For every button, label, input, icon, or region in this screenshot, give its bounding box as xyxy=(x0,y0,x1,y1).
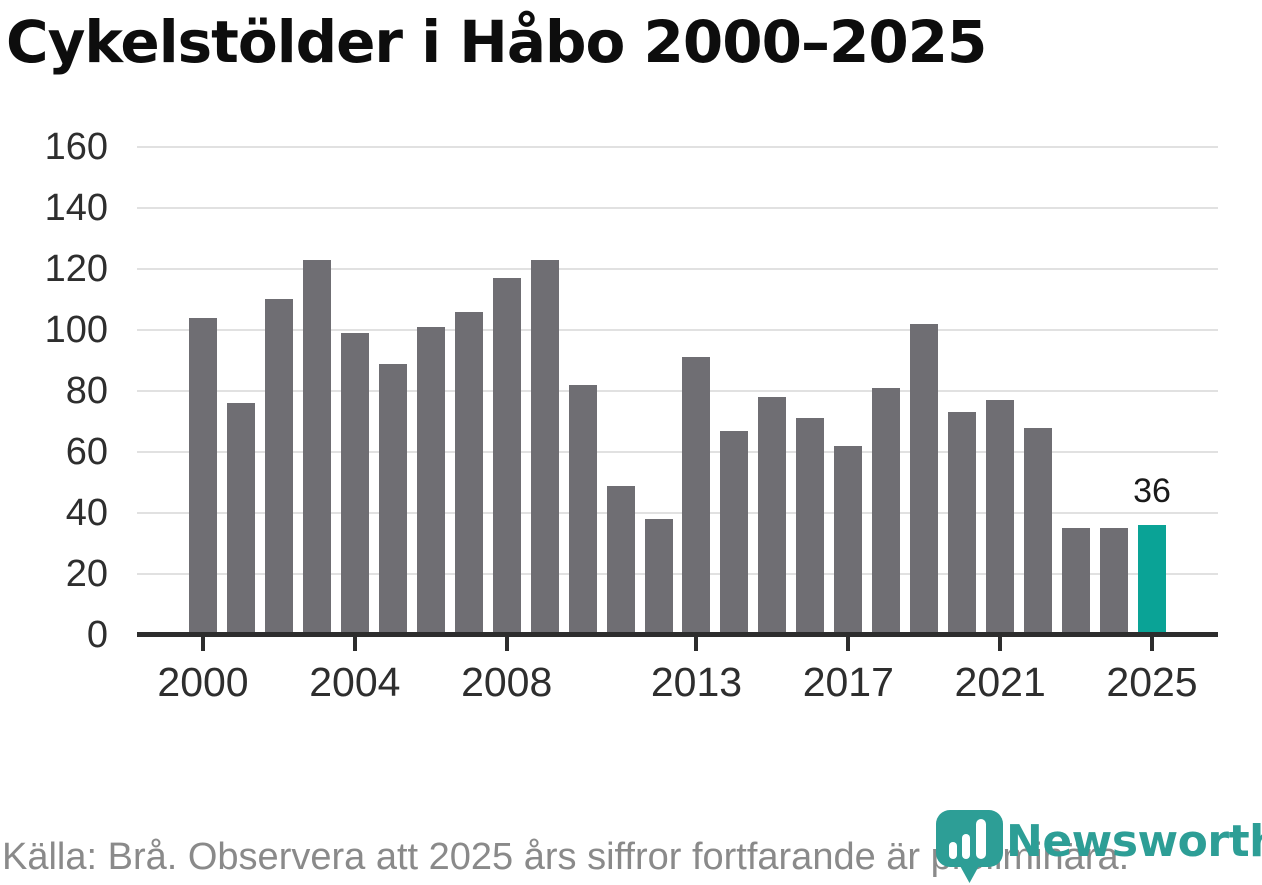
bar-2004 xyxy=(340,333,369,635)
x-tick xyxy=(694,637,699,651)
gridline xyxy=(137,268,1218,270)
bar-value-label: 36 xyxy=(1133,472,1171,510)
bar-2000 xyxy=(189,318,217,635)
x-tick xyxy=(1150,637,1154,651)
x-tick-label: 2021 xyxy=(954,659,1046,705)
gridline xyxy=(137,451,1218,453)
bar-chart: 36 2000 2004 2008 2013 2017 2021 2025 xyxy=(137,146,1218,705)
bar-2023 xyxy=(1062,528,1091,635)
x-tick xyxy=(352,637,357,651)
bar-2001 xyxy=(226,403,255,635)
bar-2009 xyxy=(530,260,559,635)
bar-2002 xyxy=(264,299,293,635)
y-tick-label: 100 xyxy=(44,309,108,351)
bar-2008 xyxy=(492,278,521,635)
y-tick-label: 160 xyxy=(44,126,108,168)
bar-2013 xyxy=(682,357,711,635)
bar-2018 xyxy=(872,388,901,635)
bar-2019 xyxy=(910,324,939,635)
bar-2010 xyxy=(568,385,597,635)
newsworthy-logo: Newsworthy xyxy=(936,808,1262,883)
y-tick-label: 20 xyxy=(65,553,108,595)
x-tick xyxy=(201,637,205,651)
bar-2021 xyxy=(986,400,1015,635)
x-tick-label: 2008 xyxy=(461,659,553,705)
gridline xyxy=(137,390,1218,392)
bar-2022 xyxy=(1024,428,1053,635)
bar-2011 xyxy=(606,486,635,635)
y-tick-label: 60 xyxy=(65,431,108,473)
x-tick-label: 2013 xyxy=(650,659,743,705)
gridline xyxy=(137,146,1218,148)
x-tick-label: 2000 xyxy=(157,659,249,705)
bar-2017 xyxy=(834,446,863,635)
x-tick-label: 2004 xyxy=(309,659,401,705)
bar-2012 xyxy=(644,519,673,635)
bar-2024 xyxy=(1100,528,1129,635)
y-tick-label: 80 xyxy=(65,370,108,412)
bar-2003 xyxy=(302,260,331,635)
bar-2005 xyxy=(378,364,407,635)
bar-2016 xyxy=(796,418,825,635)
x-tick xyxy=(846,637,851,651)
bar-2025 xyxy=(1138,525,1166,635)
chart-title: Cykelstölder i Håbo 2000–2025 xyxy=(6,8,987,76)
y-tick-label: 140 xyxy=(44,187,108,229)
y-tick-label: 40 xyxy=(65,492,108,534)
bar-2007 xyxy=(454,312,483,635)
x-tick-label: 2025 xyxy=(1106,659,1198,705)
gridline xyxy=(137,573,1218,575)
gridline xyxy=(137,512,1218,514)
gridline xyxy=(137,329,1218,331)
map-pin-with-bar-chart-icon xyxy=(936,810,1003,883)
x-axis-line xyxy=(137,632,1218,637)
brand-wordmark: Newsworthy xyxy=(1006,816,1262,867)
x-tick-label: 2017 xyxy=(802,659,894,705)
bar-2015 xyxy=(758,397,787,635)
x-tick xyxy=(998,637,1003,651)
gridline xyxy=(137,207,1218,209)
bar-2006 xyxy=(416,327,445,635)
x-tick xyxy=(504,637,509,651)
y-tick-label: 120 xyxy=(44,248,108,290)
y-tick-label: 0 xyxy=(86,614,108,656)
bar-2020 xyxy=(948,412,977,635)
bar-2014 xyxy=(720,431,749,635)
y-axis-labels: 0 20 40 60 80 100 120 140 160 xyxy=(0,126,108,656)
